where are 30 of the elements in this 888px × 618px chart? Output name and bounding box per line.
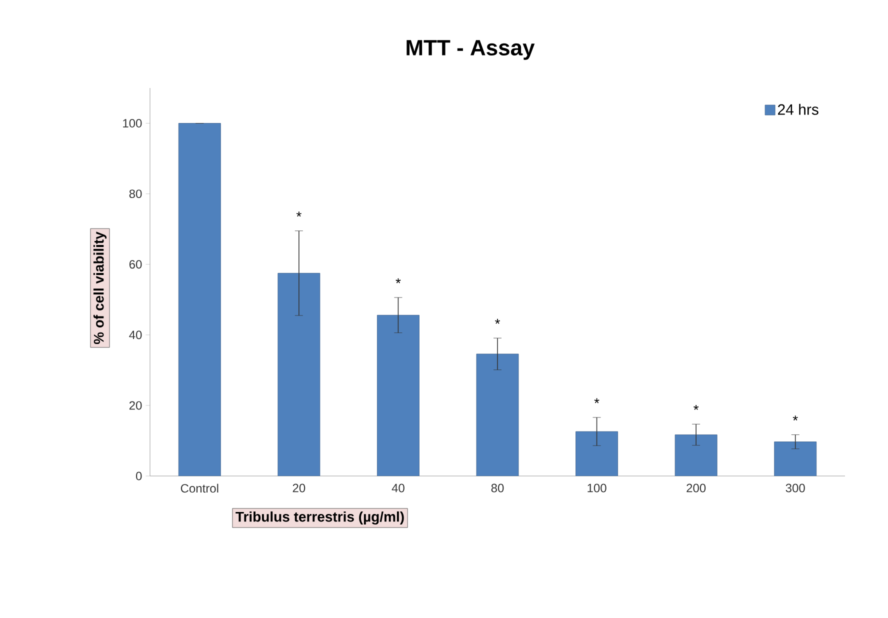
bar (178, 123, 221, 476)
annotation: * (396, 278, 401, 284)
y-tick-label: 40 (129, 330, 142, 340)
x-tick-label: 80 (491, 484, 504, 492)
annotation: * (495, 318, 500, 324)
y-tick-label: 0 (136, 472, 142, 480)
y-tick-label: 60 (129, 260, 142, 269)
annotation: * (594, 398, 600, 404)
x-tick-label: 100 (588, 484, 606, 492)
annotation: * (792, 416, 798, 420)
legend-label: 24 hrs (778, 104, 818, 115)
annotation: * (296, 212, 302, 217)
y-tick-label: 100 (123, 119, 142, 128)
bar (377, 314, 420, 476)
chart-title: MTT - Assay (406, 40, 535, 60)
y-tick-label: 80 (129, 190, 142, 198)
bar (774, 442, 817, 476)
y-tick-label: 20 (129, 401, 142, 410)
x-tick-label: 200 (686, 484, 706, 492)
bar (576, 431, 618, 476)
x-tick-label: 300 (786, 484, 805, 492)
x-tick-label: Control (180, 484, 218, 493)
x-axis-title: Tribulus terrestris (µg/ml) (236, 511, 404, 525)
y-axis-title: % of cell viability (93, 232, 107, 344)
bar (674, 434, 718, 476)
bar (476, 354, 519, 476)
annotation: * (694, 404, 699, 410)
x-tick-label: 40 (392, 484, 404, 492)
bar (278, 272, 320, 476)
x-tick-label: 20 (292, 484, 306, 492)
